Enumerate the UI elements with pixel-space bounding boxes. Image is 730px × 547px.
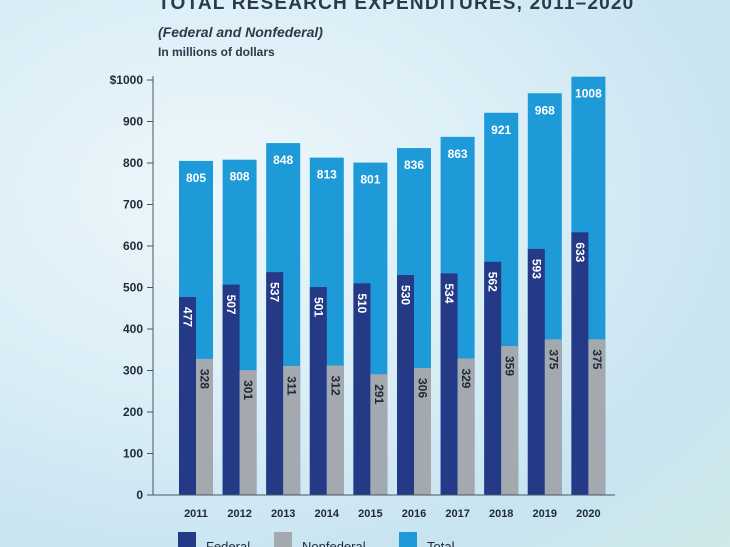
data-label-total: 921 — [491, 123, 511, 137]
x-tick-label: 2019 — [533, 508, 557, 520]
data-label-total: 801 — [360, 173, 380, 187]
bar-federal — [484, 261, 502, 495]
data-label-federal: 562 — [486, 272, 500, 292]
x-tick-label: 2016 — [402, 508, 426, 520]
legend-swatch-nonfederal — [274, 532, 292, 547]
data-label-federal: 593 — [529, 259, 543, 279]
y-tick-label: 900 — [123, 115, 143, 129]
data-label-total: 863 — [448, 147, 468, 161]
data-label-nonfederal: 328 — [198, 369, 212, 389]
legend-label-federal: Federal — [206, 539, 250, 547]
bar-nonfederal — [239, 370, 257, 495]
bar-federal — [309, 287, 327, 495]
legend-swatch-federal — [178, 532, 196, 547]
legend-label-total: Total — [427, 539, 455, 547]
data-label-nonfederal: 329 — [459, 368, 473, 388]
bar-nonfederal — [544, 339, 562, 495]
bar-nonfederal — [588, 339, 606, 495]
data-label-total: 968 — [535, 103, 555, 117]
data-label-total: 808 — [230, 170, 250, 184]
data-label-total: 848 — [273, 153, 293, 167]
y-tick-label: 500 — [123, 281, 143, 295]
bar-nonfederal — [414, 368, 431, 495]
y-tick-label: 0 — [136, 488, 143, 502]
x-tick-label: 2020 — [576, 508, 600, 520]
bar-nonfederal — [370, 374, 388, 495]
y-tick-label: 700 — [123, 198, 143, 212]
data-label-federal: 530 — [399, 285, 413, 305]
x-tick-label: 2012 — [227, 508, 251, 520]
bar-federal — [571, 232, 589, 495]
data-label-federal: 534 — [442, 283, 456, 303]
data-label-total: 805 — [186, 171, 206, 185]
bar-nonfederal — [196, 358, 213, 495]
data-label-nonfederal: 291 — [372, 384, 386, 404]
legend-swatch-total — [399, 532, 417, 547]
data-label-nonfederal: 359 — [503, 356, 517, 376]
y-tick-label: 800 — [123, 156, 143, 170]
data-label-federal: 537 — [268, 282, 282, 302]
data-label-nonfederal: 312 — [328, 376, 342, 396]
chart-title: TOTAL RESEARCH EXPENDITURES, 2011–2020 — [158, 0, 635, 14]
x-tick-label: 2015 — [358, 508, 382, 520]
x-tick-label: 2018 — [489, 508, 513, 520]
data-label-total: 813 — [317, 168, 337, 182]
data-label-federal: 633 — [573, 242, 587, 262]
units-label: In millions of dollars — [158, 45, 275, 59]
bar-nonfederal — [457, 358, 475, 495]
bar-federal — [266, 272, 284, 495]
data-label-nonfederal: 306 — [416, 378, 430, 398]
bar-federal — [397, 275, 414, 495]
data-label-total: 836 — [404, 158, 424, 172]
x-tick-label: 2013 — [271, 508, 295, 520]
bar-federal — [222, 284, 240, 495]
bar-nonfederal — [283, 365, 301, 495]
y-tick-label: $1000 — [110, 73, 144, 87]
bar-federal — [440, 273, 458, 495]
data-label-nonfederal: 375 — [590, 349, 604, 369]
y-tick-label: 300 — [123, 364, 143, 378]
data-label-total: 1008 — [575, 87, 602, 101]
bar-federal — [353, 283, 371, 495]
y-tick-label: 200 — [123, 405, 143, 419]
bar-federal — [527, 248, 545, 495]
bar-nonfederal — [326, 365, 344, 495]
data-label-federal: 501 — [311, 297, 325, 317]
bar-federal — [179, 297, 196, 495]
data-label-nonfederal: 301 — [241, 380, 255, 400]
bar-nonfederal — [501, 346, 519, 495]
chart-subtitle: (Federal and Nonfederal) — [158, 24, 323, 40]
y-tick-label: 600 — [123, 239, 143, 253]
data-label-federal: 477 — [181, 307, 195, 327]
x-tick-label: 2017 — [445, 508, 469, 520]
legend-label-nonfederal: Nonfederal — [302, 539, 366, 547]
x-tick-label: 2011 — [184, 508, 208, 520]
y-tick-label: 400 — [123, 322, 143, 336]
data-label-nonfederal: 311 — [285, 376, 299, 396]
x-tick-label: 2014 — [315, 508, 340, 520]
data-label-nonfederal: 375 — [546, 349, 560, 369]
data-label-federal: 510 — [355, 293, 369, 313]
data-label-federal: 507 — [224, 295, 238, 315]
y-tick-label: 100 — [123, 447, 143, 461]
